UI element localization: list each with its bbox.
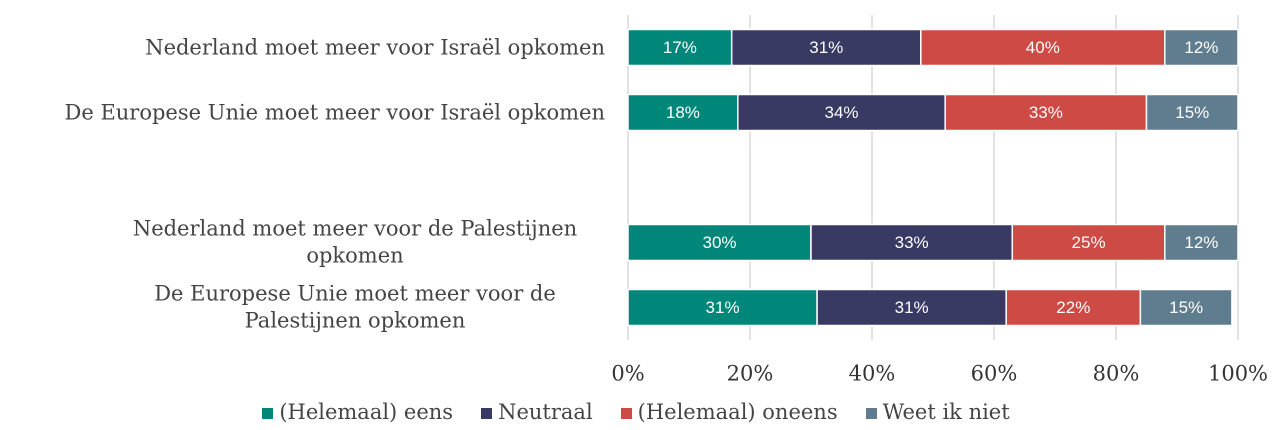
data-label: 22% bbox=[1056, 298, 1090, 317]
category-label: Nederland moet meer voor de Palestijnen … bbox=[132, 216, 578, 268]
bar-segment bbox=[627, 223, 812, 262]
bar-segment bbox=[627, 288, 818, 327]
bar-segment bbox=[1005, 288, 1142, 327]
legend-label: (Helemaal) oneens bbox=[637, 400, 838, 424]
legend-label: Weet ik niet bbox=[882, 400, 1010, 424]
category-label: De Europese Unie moet meer voor Israël o… bbox=[64, 99, 605, 124]
legend-item: (Helemaal) eens bbox=[262, 400, 453, 424]
x-tick-label: 80% bbox=[1093, 362, 1140, 386]
bar-segment bbox=[920, 28, 1166, 67]
data-label: 40% bbox=[1026, 38, 1060, 57]
data-label: 12% bbox=[1184, 38, 1218, 57]
data-label: 12% bbox=[1184, 233, 1218, 252]
legend-label: Neutraal bbox=[498, 400, 593, 424]
legend-label: (Helemaal) eens bbox=[279, 400, 454, 424]
data-label: 18% bbox=[666, 103, 700, 122]
legend-item: Weet ik niet bbox=[865, 400, 1010, 424]
data-label: 33% bbox=[895, 233, 929, 252]
category-label: De Europese Unie moet meer voor de Pales… bbox=[154, 281, 556, 333]
x-tick-label: 0% bbox=[611, 362, 644, 386]
data-label: 25% bbox=[1072, 233, 1106, 252]
data-label: 31% bbox=[706, 298, 740, 317]
data-label: 31% bbox=[895, 298, 929, 317]
data-label: 31% bbox=[809, 38, 843, 57]
data-label: 34% bbox=[824, 103, 858, 122]
bar-segment bbox=[627, 28, 733, 67]
legend: (Helemaal) eens Neutraal (Helemaal) oneens… bbox=[0, 400, 1272, 424]
legend-item: Neutraal bbox=[481, 400, 593, 424]
data-label: 15% bbox=[1175, 103, 1209, 122]
data-label: 17% bbox=[663, 38, 697, 57]
category-label: Nederland moet meer voor Israël opkomen bbox=[145, 34, 605, 59]
x-tick-label: 20% bbox=[727, 362, 774, 386]
legend-swatch bbox=[865, 408, 877, 419]
bar-segment bbox=[944, 93, 1148, 132]
data-label: 30% bbox=[702, 233, 736, 252]
legend-swatch bbox=[262, 408, 274, 419]
data-label: 15% bbox=[1169, 298, 1203, 317]
bar-segment bbox=[1139, 288, 1233, 327]
bar-segment bbox=[1145, 93, 1239, 132]
legend-swatch bbox=[481, 408, 493, 419]
x-tick-label: 40% bbox=[849, 362, 896, 386]
x-tick-label: 60% bbox=[971, 362, 1018, 386]
bar-segment bbox=[810, 223, 1014, 262]
bar-segment bbox=[1164, 28, 1239, 67]
bar-segment bbox=[1164, 223, 1239, 262]
x-tick-label: 100% bbox=[1208, 362, 1268, 386]
bar-segment bbox=[816, 288, 1007, 327]
legend-item: (Helemaal) oneens bbox=[620, 400, 838, 424]
bar-segment bbox=[627, 93, 739, 132]
legend-swatch bbox=[620, 408, 632, 419]
data-label: 33% bbox=[1029, 103, 1063, 122]
